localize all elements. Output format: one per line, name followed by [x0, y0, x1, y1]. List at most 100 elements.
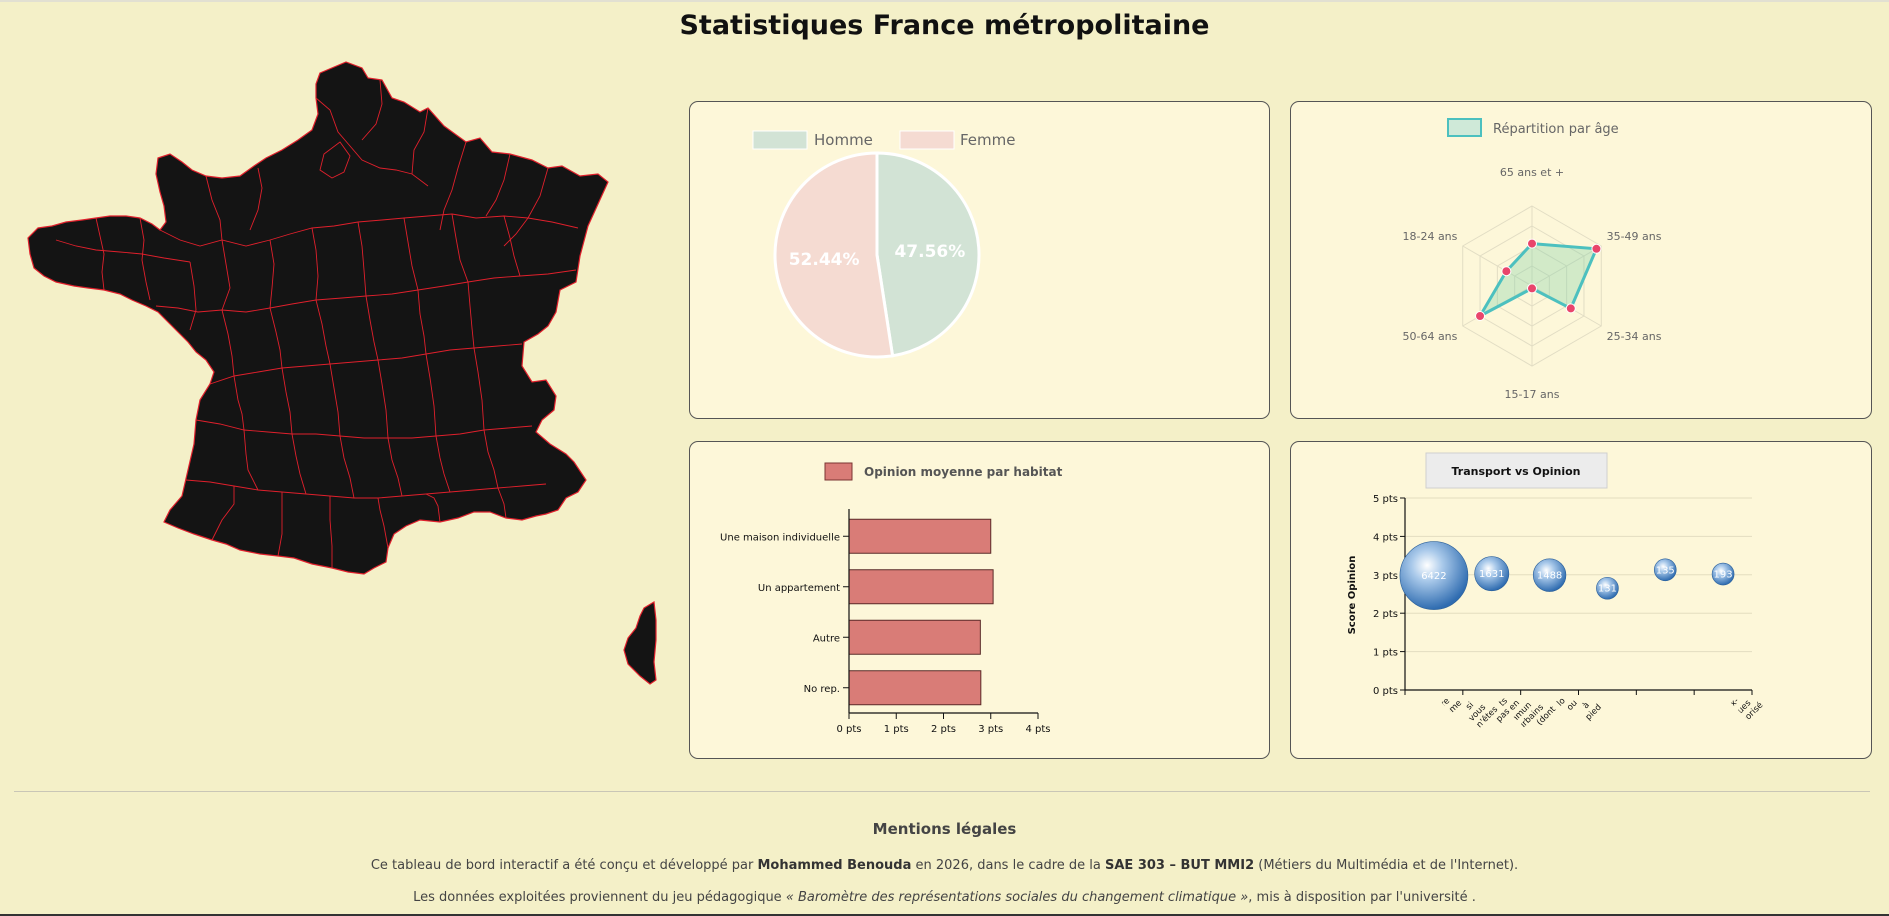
x-tick-label-line: En: [1425, 694, 1440, 709]
footer-separator: [14, 791, 1870, 792]
opinion-bar[interactable]: [848, 670, 982, 706]
opinion-bar[interactable]: [848, 518, 992, 554]
opinion-category-label: Une maison individuelle: [720, 532, 840, 543]
y-tick-label: 5 pts: [1373, 494, 1398, 505]
france-map-svg[interactable]: [0, 50, 680, 700]
bubble-size-label: 1631: [1479, 569, 1504, 580]
page-bottom-border: [0, 914, 1889, 916]
opinion-bar[interactable]: [848, 569, 994, 605]
radar-point[interactable]: [1501, 266, 1512, 277]
pie-slice-femme[interactable]: [773, 151, 895, 359]
pie-label-homme: 47.56%: [894, 242, 965, 262]
department-borders: [55, 79, 579, 568]
x-tick-label-line: voiture: [1424, 696, 1452, 724]
radar-point[interactable]: [1591, 243, 1602, 254]
transport-bubble[interactable]: [1399, 541, 1469, 610]
x-tick-label: 1 pts: [884, 724, 909, 735]
opinion-category-label: Autre: [813, 633, 840, 644]
transport-chart-panel: Transport vs Opinion Score Opinion 0 pts…: [1290, 441, 1872, 759]
y-tick-label: 0 pts: [1373, 686, 1398, 697]
radar-axis-labels: 65 ans et + 35-49 ans 25-34 ans 15-17 ans 50…: [1402, 166, 1661, 401]
bubble-size-label: 131: [1598, 584, 1617, 595]
transport-bubble[interactable]: [1653, 558, 1677, 582]
bar-axes: Une maison individuelle Un appartement Aut…: [720, 509, 1051, 735]
radar-points: [1475, 238, 1602, 321]
legend-swatch-age[interactable]: [1447, 118, 1482, 137]
legend-swatch-homme[interactable]: [752, 130, 808, 150]
radar-spoke: [1462, 245, 1533, 287]
transport-bubble[interactable]: [1474, 556, 1510, 592]
footer-author: Mohammed Benouda: [757, 858, 912, 873]
footer-credits-prefix: Ce tableau de bord interactif a été conç…: [370, 858, 758, 873]
radar-axis-label: 15-17 ans: [1505, 388, 1560, 401]
x-tick-label: 3 pts: [978, 724, 1003, 735]
radar-axis-label: 65 ans et +: [1500, 166, 1564, 179]
corsica-region[interactable]: [623, 601, 657, 685]
gender-chart-panel: Homme Femme 47.56% 52.44%: [689, 101, 1270, 419]
legend-label-femme: Femme: [960, 131, 1016, 149]
bubble-size-label: 135: [1656, 565, 1675, 576]
opinion-chart-panel: Opinion moyenne par habitat Une maison i…: [689, 441, 1270, 759]
y-tick-label: 3 pts: [1373, 571, 1398, 582]
footer-dataset: « Baromètre des représentations sociales…: [785, 890, 1249, 905]
footer-credits-mid: en 2026, dans le cadre de la: [911, 858, 1105, 873]
radar-point[interactable]: [1527, 283, 1537, 294]
radar-point[interactable]: [1565, 303, 1576, 314]
radar-axis-label: 18-24 ans: [1402, 230, 1457, 243]
y-tick-label: 2 pts: [1373, 609, 1398, 620]
radar-point[interactable]: [1527, 238, 1537, 249]
opinion-bar[interactable]: [848, 619, 981, 655]
footer-data-source: Les données exploitées proviennent du je…: [0, 890, 1889, 905]
legend-swatch-opinion[interactable]: [824, 462, 853, 481]
footer-credits: Ce tableau de bord interactif a été conç…: [0, 858, 1889, 873]
transport-bubble[interactable]: [1711, 562, 1735, 586]
gender-pie-chart[interactable]: Homme Femme 47.56% 52.44%: [690, 102, 1269, 418]
radar-axis-label: 25-34 ans: [1607, 330, 1662, 343]
x-tick-label-line: ou: [1565, 698, 1580, 713]
x-tick-label: En train: [1641, 694, 1672, 725]
footer-credits-suffix: (Métiers du Multimédia et de l'Internet)…: [1254, 858, 1519, 873]
x-tick-label-line: En: [1715, 694, 1730, 709]
bubble-axes: 0 pts 1 pts 2 pts 3 pts 4 pts 5 pts Envoiture(…: [1373, 494, 1765, 734]
pie-slice-homme[interactable]: [875, 151, 981, 358]
transport-bubble[interactable]: [1596, 576, 1619, 600]
legend-label-opinion: Opinion moyenne par habitat: [864, 465, 1063, 479]
footer-source-prefix: Les données exploitées proviennent du je…: [413, 890, 786, 905]
france-map[interactable]: [0, 50, 680, 700]
transport-ylabel: Score Opinion: [1347, 556, 1358, 635]
x-tick-label-line: si: [1464, 700, 1476, 712]
radar-axis-label: 35-49 ans: [1607, 230, 1662, 243]
legend-label-age: Répartition par âge: [1493, 122, 1619, 137]
footer-title: Mentions légales: [872, 820, 1017, 838]
bubble-size-label: 193: [1714, 570, 1733, 581]
y-tick-label: 1 pts: [1373, 648, 1398, 659]
footer-source-suffix: , mis à disposition par l'université .: [1248, 890, 1476, 905]
x-tick-label-line: En train: [1641, 694, 1672, 725]
bubble-size-label: 6422: [1421, 571, 1446, 582]
page-top-border: [0, 0, 1889, 2]
radar-axis-label: 50-64 ans: [1402, 330, 1457, 343]
age-radar-chart[interactable]: Répartition par âge 65 ans et + 35-49 ans…: [1291, 102, 1871, 418]
transport-bubble-chart[interactable]: Transport vs Opinion Score Opinion 0 pts…: [1291, 442, 1871, 758]
transport-bubble[interactable]: [1532, 558, 1567, 592]
x-tick-label: 0 pts: [836, 724, 861, 735]
opinion-bar-chart[interactable]: Opinion moyenne par habitat Une maison i…: [690, 442, 1269, 758]
radar-point[interactable]: [1475, 311, 1486, 321]
opinion-category-label: No rep.: [804, 684, 840, 695]
x-tick-label: 2 pts: [931, 724, 956, 735]
transport-title-box: [1425, 452, 1608, 489]
x-tick-label: 4 pts: [1025, 724, 1050, 735]
footer-course: SAE 303 – BUT MMI2: [1104, 858, 1255, 873]
radar-spoke: [1531, 245, 1602, 287]
legend-swatch-femme[interactable]: [899, 130, 955, 150]
transport-title: Transport vs Opinion: [1452, 465, 1581, 478]
bars: [848, 518, 994, 706]
opinion-category-label: Un appartement: [758, 583, 840, 594]
legend-label-homme: Homme: [814, 131, 873, 149]
mainland-region[interactable]: [27, 61, 609, 575]
y-tick-label: 4 pts: [1373, 532, 1398, 543]
bubble-size-label: 1488: [1537, 571, 1562, 582]
pie-label-femme: 52.44%: [789, 250, 860, 270]
